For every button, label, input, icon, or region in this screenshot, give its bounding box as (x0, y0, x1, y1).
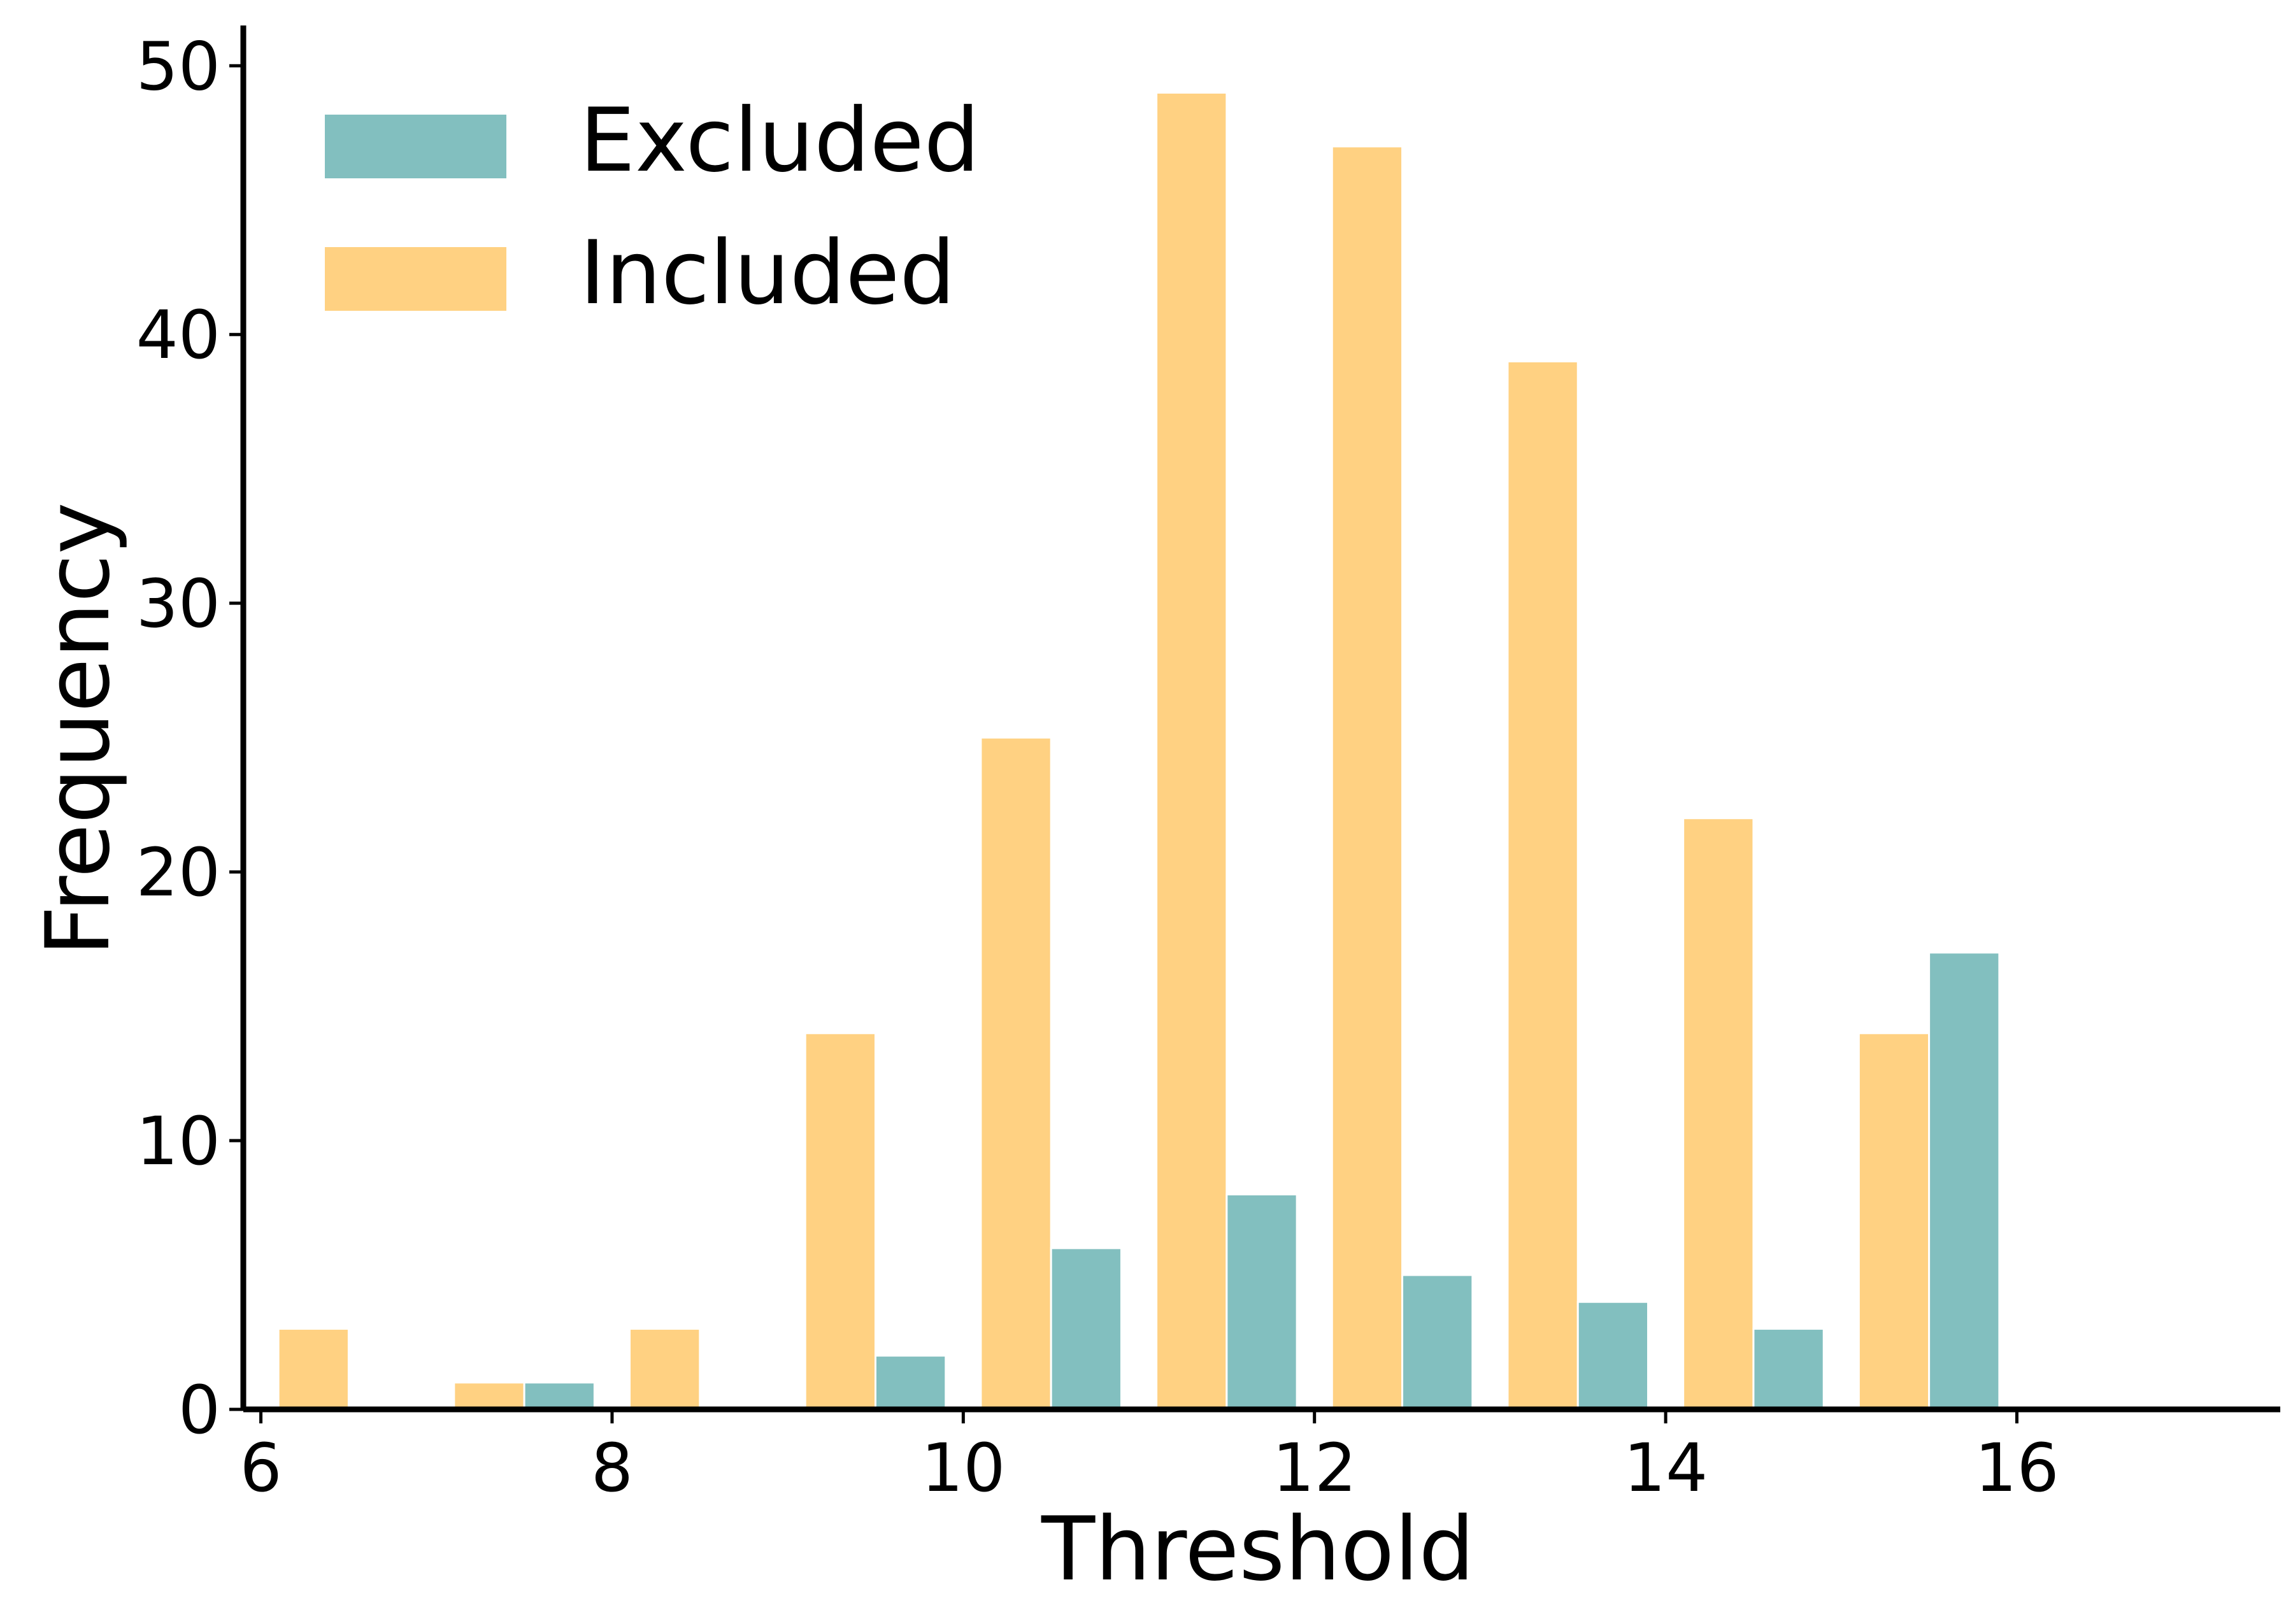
bar-excluded-14 (1752, 1327, 1825, 1411)
legend: Excluded Included (325, 89, 980, 324)
bars-group (277, 91, 2001, 1411)
bar-excluded-12 (1401, 1274, 1474, 1411)
legend-swatch-included (325, 247, 506, 311)
x-tick-label-16: 16 (1975, 1429, 2059, 1507)
bar-included-14 (1682, 817, 1755, 1411)
y-axis-title: Frequency (27, 502, 129, 957)
x-tick-label-8: 8 (591, 1429, 633, 1507)
y-tick-label-30: 30 (136, 565, 220, 643)
bar-excluded-15 (1928, 951, 2001, 1411)
legend-swatch-excluded (325, 115, 506, 178)
bar-included-12 (1331, 145, 1404, 1411)
y-tick-label-40: 40 (136, 296, 220, 374)
bar-included-11 (1155, 91, 1228, 1411)
bar-included-7 (453, 1381, 525, 1411)
bar-included-9 (804, 1032, 876, 1411)
bar-included-15 (1857, 1032, 1931, 1411)
x-tick-label-6: 6 (239, 1429, 282, 1507)
x-axis-title: Threshold (1041, 1498, 1475, 1600)
x-tick-label-12: 12 (1273, 1429, 1357, 1507)
x-tick-label-14: 14 (1624, 1429, 1708, 1507)
y-tick-label-50: 50 (136, 27, 220, 105)
bar-excluded-10 (1050, 1247, 1122, 1411)
bar-excluded-7 (523, 1381, 596, 1411)
legend-label-excluded: Excluded (580, 89, 980, 192)
bar-included-6 (277, 1327, 350, 1411)
bar-included-13 (1506, 360, 1579, 1411)
bar-excluded-9 (874, 1355, 947, 1411)
bar-included-10 (980, 736, 1052, 1411)
bar-excluded-13 (1576, 1300, 1650, 1411)
y-tick-label-10: 10 (136, 1102, 220, 1180)
x-tick-label-10: 10 (921, 1429, 1005, 1507)
bar-excluded-11 (1225, 1193, 1298, 1411)
legend-label-included: Included (580, 222, 955, 324)
y-tick-label-0: 0 (178, 1371, 220, 1449)
bar-included-8 (629, 1327, 701, 1411)
axes-group: 6 8 10 12 14 16 0 10 20 30 40 50 (136, 25, 2280, 1507)
y-tick-label-20: 20 (136, 834, 220, 911)
